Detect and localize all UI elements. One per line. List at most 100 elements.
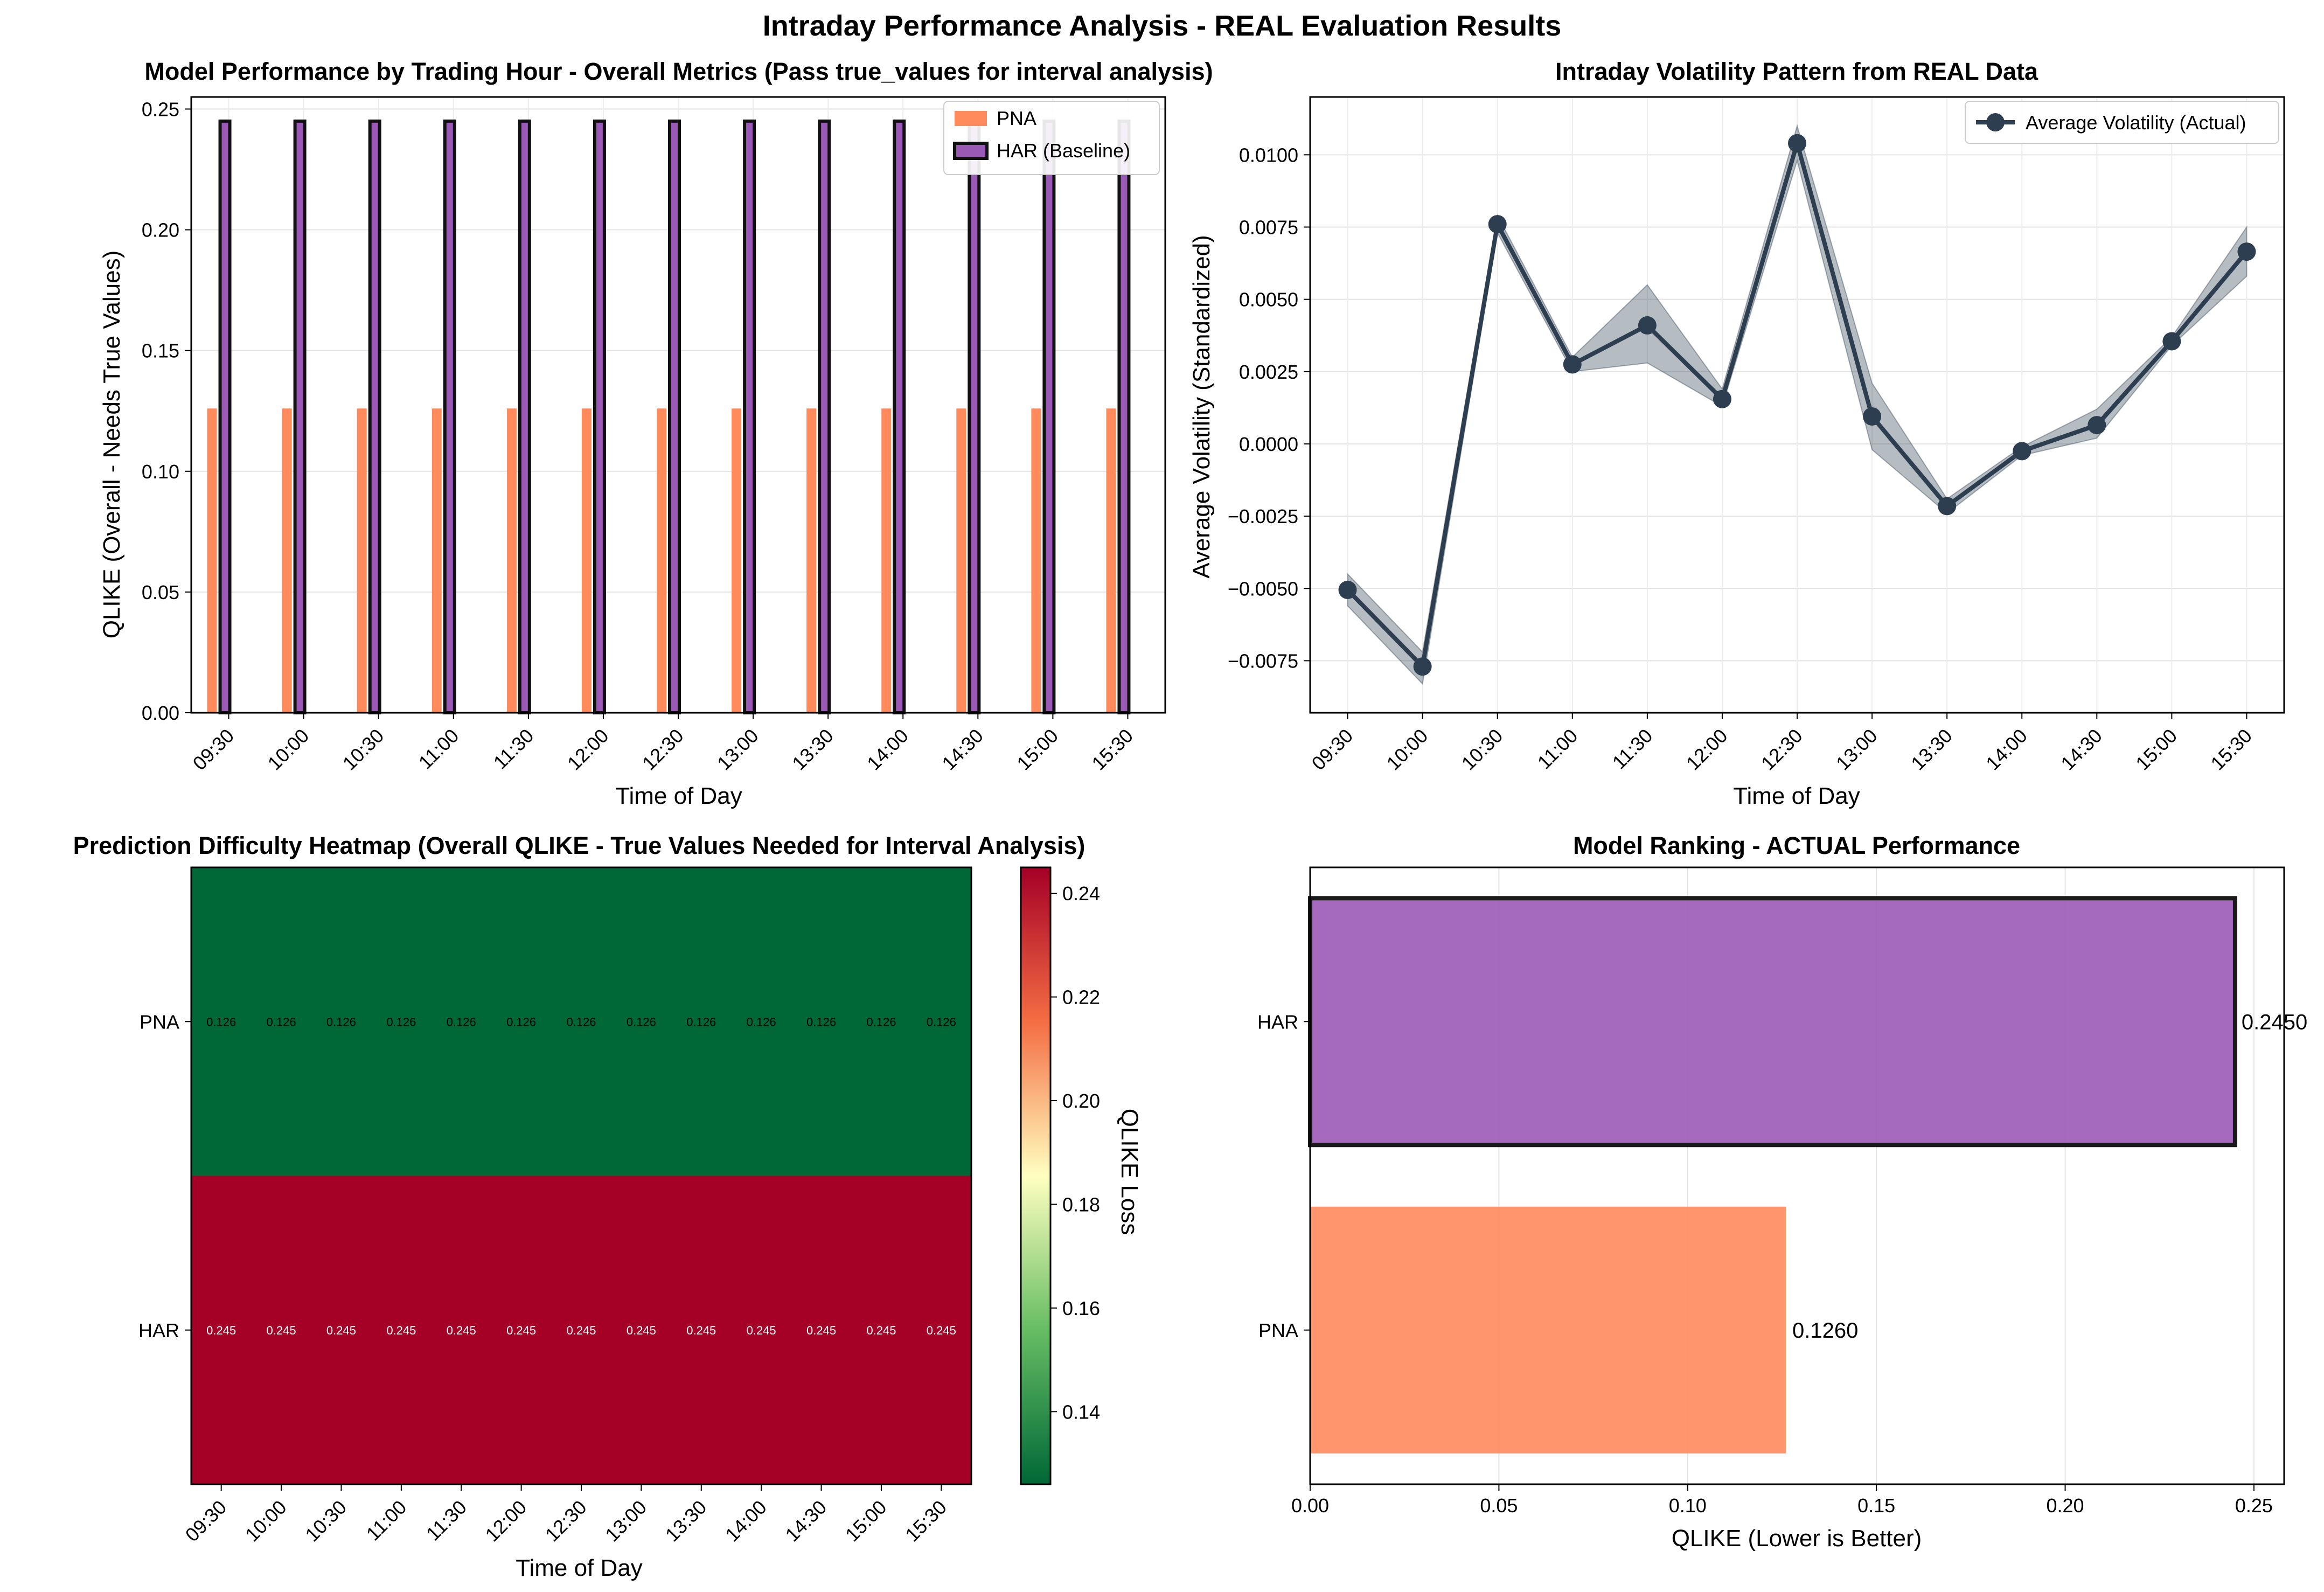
y-tick-label: 0.15 <box>142 340 179 362</box>
x-tick-label: 12:30 <box>638 725 688 775</box>
plot-frame <box>190 96 1166 714</box>
heatmap-cell <box>671 1176 732 1485</box>
bar-value-label: 0.2450 <box>2242 1010 2307 1034</box>
volatility-point <box>1713 390 1731 408</box>
x-tick-label: 15:00 <box>841 1496 891 1546</box>
har-bar <box>668 119 681 715</box>
y-tick-label: 0.25 <box>142 98 179 120</box>
volatility-point <box>2162 332 2181 351</box>
y-tick-label: PNA <box>1258 1319 1298 1341</box>
heatmap-cell-label: 0.126 <box>686 1015 716 1028</box>
volatility-point <box>1563 355 1582 374</box>
figure-title: Intraday Performance Analysis - REAL Eva… <box>763 10 1561 42</box>
hourly-chart-ylabel: QLIKE (Overall - Needs True Values) <box>99 251 125 639</box>
pna-bar <box>956 408 966 713</box>
x-tick-label: 09:30 <box>181 1496 231 1546</box>
har-bar <box>1042 119 1056 715</box>
y-tick-label: −0.0075 <box>1228 650 1298 672</box>
x-tick-label: 09:30 <box>188 725 238 775</box>
heatmap-cell <box>431 1176 492 1485</box>
difficulty-heatmap: Prediction Difficulty Heatmap (Overall Q… <box>73 832 1143 1581</box>
pna-bar <box>207 408 217 713</box>
x-tick-label: 10:00 <box>263 725 314 775</box>
y-tick-label: HAR <box>1257 1011 1298 1033</box>
pna-bar <box>1106 408 1116 713</box>
volatility-pattern-chart: Intraday Volatility Pattern from REAL Da… <box>1188 58 2285 809</box>
heatmap-xlabel: Time of Day <box>516 1555 643 1581</box>
hourly-performance-chart: Model Performance by Trading Hour - Over… <box>99 58 1213 809</box>
x-tick-label: 10:30 <box>301 1496 351 1546</box>
heatmap-cell <box>311 1176 372 1485</box>
x-tick-label: 13:30 <box>1906 725 1957 775</box>
volatility-point <box>1488 215 1507 234</box>
heatmap-cell-label: 0.245 <box>927 1324 956 1337</box>
heatmap-cell-label: 0.126 <box>206 1015 236 1028</box>
heatmap-cell-label: 0.245 <box>206 1324 236 1337</box>
ranking-chart-xlabel: QLIKE (Lower is Better) <box>1672 1525 1922 1552</box>
volatility-point <box>2013 442 2031 461</box>
heatmap-cell <box>671 867 732 1176</box>
x-tick-label: 13:30 <box>661 1496 711 1546</box>
x-tick-label: 10:00 <box>1382 725 1432 775</box>
har-bar <box>893 119 906 715</box>
heatmap-cell-label: 0.245 <box>267 1324 296 1337</box>
plot-frame <box>1309 866 2285 1485</box>
x-tick-label: 14:30 <box>937 725 987 775</box>
heatmap-cell-label: 0.126 <box>566 1015 596 1028</box>
x-tick-label: 13:30 <box>788 725 838 775</box>
heatmap-cell-label: 0.245 <box>506 1324 536 1337</box>
x-tick-label: 11:30 <box>489 725 538 774</box>
heatmap-cell-label: 0.245 <box>806 1324 836 1337</box>
volatility-point <box>2237 242 2256 261</box>
hourly-chart-xlabel: Time of Day <box>615 783 742 809</box>
pna-legend-label: PNA <box>997 107 1036 129</box>
heatmap-cell <box>731 1176 792 1485</box>
x-tick-label: 11:00 <box>1533 725 1582 774</box>
har-bar <box>818 119 831 715</box>
heatmap-cell <box>791 1176 852 1485</box>
x-tick-label: 13:00 <box>713 725 763 775</box>
heatmap-cell-label: 0.126 <box>447 1015 476 1028</box>
x-tick-label: 15:30 <box>2206 725 2256 775</box>
volatility-band <box>1347 124 2248 685</box>
heatmap-cell <box>371 867 432 1176</box>
colorbar-tick-label: 0.24 <box>1062 882 1100 905</box>
y-tick-label: 0.05 <box>142 581 179 603</box>
heatmap-cell <box>611 867 672 1176</box>
heatmap-cell-label: 0.245 <box>627 1324 656 1337</box>
x-tick-label: 11:30 <box>1608 725 1657 774</box>
pna-bar <box>1031 408 1041 713</box>
heatmap-cell <box>611 1176 672 1485</box>
x-tick-label: 11:00 <box>362 1496 411 1545</box>
x-tick-label: 12:00 <box>481 1496 531 1546</box>
har-bar <box>1117 119 1131 715</box>
x-tick-label: 14:30 <box>2056 725 2106 775</box>
legend: PNA HAR (Baseline) <box>943 101 1160 175</box>
heatmap-cell <box>551 1176 612 1485</box>
heatmap-cell-label: 0.126 <box>747 1015 776 1028</box>
x-tick-label: 15:30 <box>1087 725 1137 775</box>
heatmap-cell <box>791 867 852 1176</box>
volatility-chart-xlabel: Time of Day <box>1733 783 1860 809</box>
har-ranking-bar <box>1308 896 2237 1148</box>
pna-bar <box>432 408 442 713</box>
heatmap-cell <box>911 867 972 1176</box>
heatmap-cell-label: 0.126 <box>267 1015 296 1028</box>
heatmap-cell-label: 0.126 <box>386 1015 416 1028</box>
har-bar <box>218 119 232 715</box>
x-tick-label: 13:00 <box>1832 725 1882 775</box>
x-tick-label: 14:00 <box>1981 725 2031 775</box>
heatmap-cell-label: 0.126 <box>326 1015 356 1028</box>
x-tick-label: 13:00 <box>601 1496 651 1546</box>
volatility-point <box>1938 497 1957 516</box>
heatmap-cell <box>311 867 372 1176</box>
colorbar-tick-label: 0.14 <box>1062 1401 1100 1423</box>
legend-box <box>1965 101 2279 144</box>
y-tick-label: HAR <box>138 1319 179 1341</box>
heatmap-cell-label: 0.126 <box>506 1015 536 1028</box>
heatmap-cell <box>251 1176 312 1485</box>
volatility-chart-title: Intraday Volatility Pattern from REAL Da… <box>1555 58 2038 85</box>
x-tick-label: 15:00 <box>2131 725 2181 775</box>
heatmap-cell <box>851 867 912 1176</box>
